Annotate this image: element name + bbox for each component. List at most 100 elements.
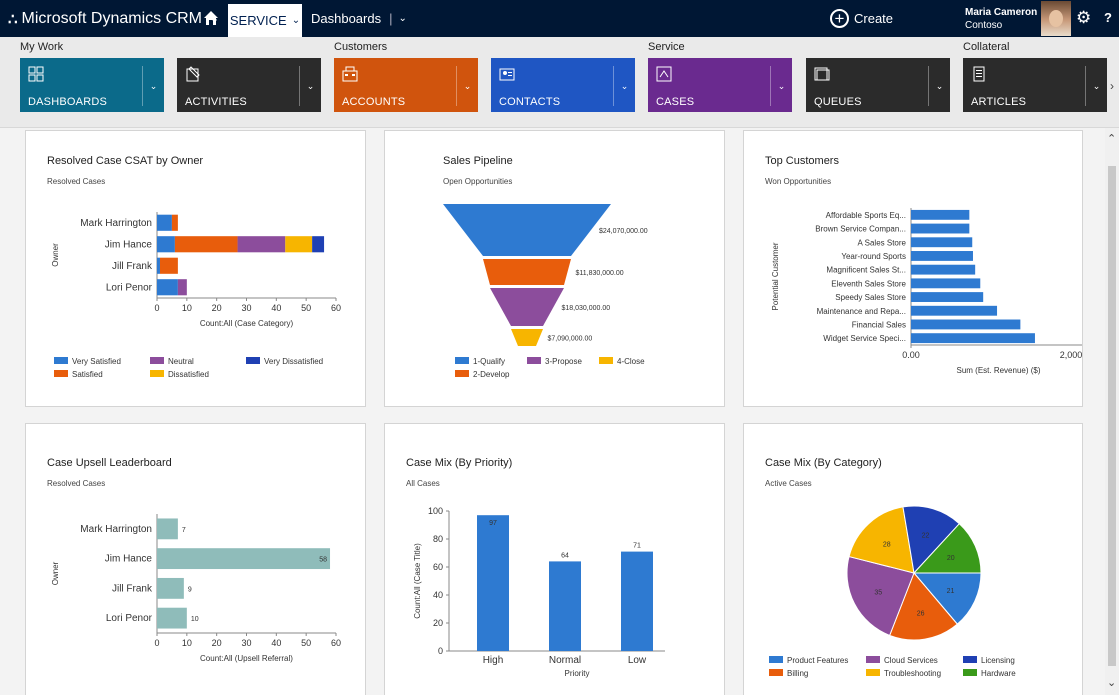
bar-segment: [157, 257, 160, 274]
tile-queues[interactable]: QUEUES ⌄: [806, 58, 950, 112]
y-tick-label: Eleventh Sales Store: [831, 279, 906, 288]
gear-icon[interactable]: ⚙: [1076, 8, 1092, 27]
y-tick-label: Lori Penor: [106, 613, 153, 624]
legend-swatch: [527, 357, 541, 364]
user-info[interactable]: Maria Cameron Contoso: [965, 6, 1037, 32]
chevron-down-icon[interactable]: ⌄: [299, 66, 321, 106]
bar: [911, 251, 973, 261]
data-label: 7: [182, 527, 186, 534]
chart-subtitle: Resolved Cases: [47, 177, 106, 186]
bar-segment: [171, 214, 178, 231]
home-icon[interactable]: [203, 10, 219, 26]
tile-label: QUEUES: [814, 96, 862, 108]
data-label: $24,070,000.00: [599, 228, 648, 235]
tile-accounts[interactable]: ACCOUNTS ⌄: [334, 58, 478, 112]
bar-segment: [157, 214, 172, 231]
y-tick-label: Financial Sales: [852, 320, 906, 329]
y-tick-label: Jill Frank: [112, 583, 153, 594]
data-label: 28: [883, 541, 891, 548]
y-axis-label: Owner: [51, 561, 60, 585]
tile-label: DASHBOARDS: [28, 96, 108, 108]
chevron-down-icon[interactable]: ⌄: [1085, 66, 1107, 106]
chevron-up-icon[interactable]: ⌃: [1107, 133, 1117, 145]
y-axis-label: Count:All (Case Title): [413, 543, 422, 619]
data-label: 97: [489, 520, 497, 527]
legend-swatch: [150, 357, 164, 364]
chevron-down-icon[interactable]: ⌄: [142, 66, 164, 106]
tile-label: ACTIVITIES: [185, 96, 247, 108]
legend-swatch: [455, 370, 469, 377]
legend-swatch: [866, 669, 880, 676]
bar-segment: [159, 257, 178, 274]
accounts-icon: [342, 66, 358, 82]
data-label: 35: [874, 589, 882, 596]
data-label: 64: [561, 552, 569, 559]
tile-contacts[interactable]: CONTACTS ⌄: [491, 58, 635, 112]
y-tick-label: Speedy Sales Store: [835, 293, 906, 302]
pie-slice: [848, 506, 915, 574]
x-tick-label: 60: [331, 638, 341, 648]
avatar[interactable]: [1041, 1, 1071, 36]
legend-swatch: [599, 357, 613, 364]
data-label: $11,830,000.00: [576, 270, 624, 277]
y-tick-label: Jim Hance: [105, 239, 153, 250]
chevron-down-icon[interactable]: ⌄: [928, 66, 950, 106]
y-tick-label: Magnificent Sales St...: [826, 266, 906, 275]
scrollbar[interactable]: ⌃ ⌄: [1105, 128, 1119, 695]
chart-case-mix-priority[interactable]: 02040608010097High64Normal71LowPriorityC…: [385, 424, 725, 695]
x-tick-label: 30: [241, 303, 251, 313]
service-area-menu[interactable]: SERVICE ⌄: [228, 4, 302, 37]
bar: [621, 551, 653, 651]
tile-articles[interactable]: ARTICLES ⌄: [963, 58, 1107, 112]
chevron-down-icon[interactable]: ⌄: [1107, 677, 1117, 689]
data-label: 10: [191, 616, 199, 623]
y-tick-label: Brown Service Compan...: [815, 225, 906, 234]
dynamics-logo-icon: ∴: [8, 10, 17, 28]
y-axis-label: Owner: [51, 243, 60, 267]
chart-top-customers[interactable]: 0.00 2,000,000.00 Affordable Sports Eq... B…: [744, 131, 1083, 407]
tile-activities[interactable]: ACTIVITIES ⌄: [177, 58, 321, 112]
chevron-right-icon[interactable]: ›: [1110, 79, 1114, 93]
bar: [911, 223, 970, 234]
group-label-collateral: Collateral: [963, 41, 1010, 53]
chevron-down-icon[interactable]: ⌄: [613, 66, 635, 106]
bar: [549, 561, 581, 651]
chart-csat-by-owner[interactable]: 0 10 20 30 40 50 60 Mark Harrington Jim Hance Jil…: [26, 131, 366, 407]
x-tick-label: 10: [182, 303, 192, 313]
chart-subtitle: Resolved Cases: [47, 479, 106, 488]
help-icon[interactable]: ?: [1104, 10, 1112, 25]
tile-cases[interactable]: CASES ⌄: [648, 58, 792, 112]
chart-case-mix-category[interactable]: 21 26 35 28 22 20 Product Features Cloud Servic…: [744, 424, 1083, 695]
y-tick-label: Year-round Sports: [841, 252, 906, 261]
bar: [911, 319, 1021, 330]
legend-swatch: [963, 656, 977, 663]
data-label: 58: [319, 557, 327, 564]
chart-panel-upsell-leaderboard: Case Upsell Leaderboard Resolved Cases 0…: [25, 423, 366, 695]
x-tick-label: 0: [154, 303, 159, 313]
funnel-stage: [483, 259, 571, 285]
data-label: 20: [947, 555, 955, 562]
funnel-stage: [511, 329, 543, 346]
data-label: 9: [188, 586, 192, 593]
bar: [911, 292, 984, 302]
chevron-down-icon[interactable]: ⌄: [456, 66, 478, 106]
bar: [477, 515, 509, 651]
tile-dashboards[interactable]: DASHBOARDS ⌄: [20, 58, 164, 112]
create-button[interactable]: + Create: [830, 0, 893, 37]
chart-sales-pipeline[interactable]: $24,070,000.00 $11,830,000.00 $18,030,000.…: [385, 131, 725, 407]
dashboards-menu[interactable]: Dashboards | ⌄: [311, 0, 407, 37]
scrollbar-thumb[interactable]: [1108, 166, 1116, 666]
chart-title: Case Mix (By Category): [765, 457, 882, 469]
chart-title: Case Mix (By Priority): [406, 457, 513, 469]
legend-swatch: [769, 669, 783, 676]
chart-panel-csat-by-owner: Resolved Case CSAT by Owner Resolved Cas…: [25, 130, 366, 407]
bar-segment: [157, 236, 175, 253]
tile-label: CONTACTS: [499, 96, 561, 108]
group-label-customers: Customers: [334, 41, 388, 53]
x-tick-label: 50: [301, 638, 311, 648]
chart-upsell-leaderboard[interactable]: 0 10 20 30 40 50 60 Mark Harrington 7 Jim Hance 58…: [26, 424, 366, 695]
x-tick-label: 50: [301, 303, 311, 313]
y-tick-label: A Sales Store: [858, 238, 907, 247]
chevron-down-icon[interactable]: ⌄: [770, 66, 792, 106]
app-switcher[interactable]: ∴ Microsoft Dynamics CRM ⌄: [8, 0, 219, 37]
